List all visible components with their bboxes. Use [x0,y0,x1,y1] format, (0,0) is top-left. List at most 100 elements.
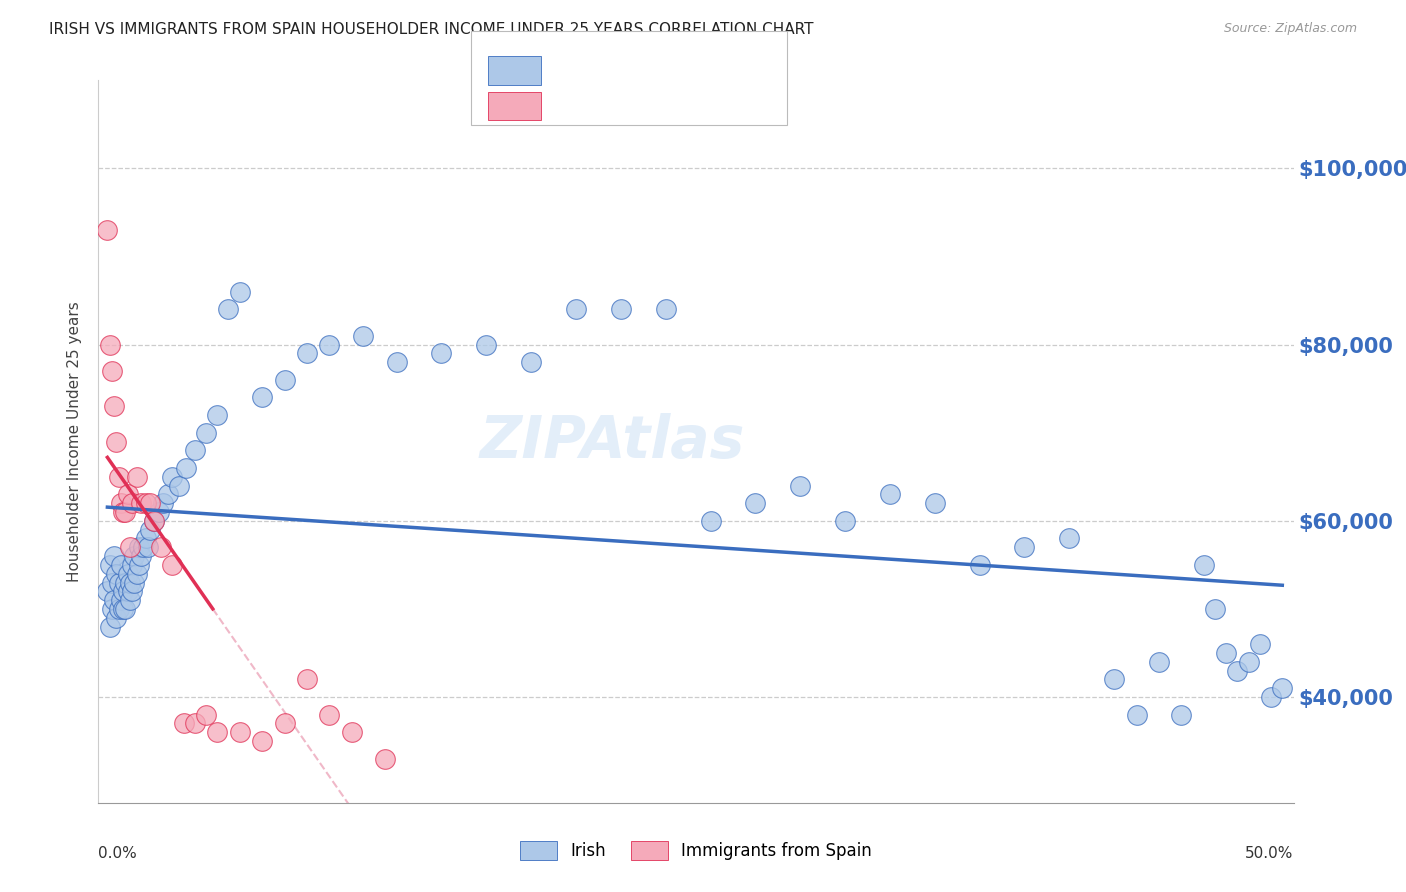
Y-axis label: Householder Income Under 25 years: Householder Income Under 25 years [67,301,83,582]
Point [228,285,250,299]
Text: Source: ZipAtlas.com: Source: ZipAtlas.com [1223,22,1357,36]
Point [96,584,118,599]
Point [969,558,991,572]
Point [744,496,766,510]
Point [162,470,184,484]
Point [318,707,340,722]
Point [136,541,159,555]
Point [565,302,588,317]
Text: IRISH VS IMMIGRANTS FROM SPAIN HOUSEHOLDER INCOME UNDER 25 YEARS CORRELATION CHA: IRISH VS IMMIGRANTS FROM SPAIN HOUSEHOLD… [49,22,814,37]
Point [110,593,132,607]
Point [1125,707,1147,722]
Text: N = 30: N = 30 [661,97,728,115]
Point [1249,637,1271,651]
Point [1204,602,1226,616]
Point [107,602,129,616]
Point [124,549,146,563]
Point [195,707,218,722]
Point [318,337,340,351]
Point [101,364,124,378]
Point [129,549,152,563]
Point [340,725,363,739]
Point [924,496,946,510]
Point [124,575,146,590]
Point [128,558,150,572]
Point [295,346,318,360]
Point [430,346,453,360]
Point [699,514,721,528]
Legend: Irish, Immigrants from Spain: Irish, Immigrants from Spain [513,835,879,867]
Point [1215,646,1237,660]
Point [114,575,136,590]
Point [143,514,166,528]
Point [174,461,197,475]
Point [167,478,190,492]
Point [118,593,141,607]
Point [118,541,141,555]
Point [162,558,184,572]
Point [117,584,139,599]
Point [129,496,152,510]
Point [112,584,135,599]
Point [1102,673,1125,687]
Point [117,487,139,501]
Point [250,734,273,748]
Point [105,434,128,449]
Point [789,478,811,492]
Point [112,602,135,616]
Point [879,487,901,501]
Point [1271,681,1294,696]
Point [217,302,239,317]
Point [156,487,179,501]
Point [1147,655,1170,669]
Point [121,558,143,572]
Point [98,337,121,351]
Point [273,373,295,387]
Text: 50.0%: 50.0% [1246,847,1294,861]
Text: N = 78: N = 78 [661,62,728,79]
Point [125,470,148,484]
Point [117,566,139,581]
Point [385,355,408,369]
Point [118,575,141,590]
Point [1237,655,1260,669]
Point [98,619,121,633]
Point [295,673,318,687]
Point [143,514,166,528]
Point [1192,558,1215,572]
Point [150,541,173,555]
Point [139,496,162,510]
Point [128,541,150,555]
Point [152,496,174,510]
Point [1014,541,1036,555]
Point [475,337,498,351]
Point [110,558,132,572]
Point [134,496,156,510]
Point [273,716,295,731]
Point [1170,707,1192,722]
Point [352,328,374,343]
Point [134,532,156,546]
Point [184,443,207,458]
Point [132,541,155,555]
Point [184,716,207,731]
Point [110,496,132,510]
Point [148,505,170,519]
Text: R = 0.409: R = 0.409 [553,62,651,79]
Point [98,558,121,572]
Point [1260,690,1282,704]
Point [101,575,124,590]
Point [139,523,162,537]
Point [103,399,125,413]
Point [610,302,633,317]
Point [101,602,124,616]
Point [1059,532,1081,546]
Point [520,355,543,369]
Point [228,725,250,739]
Point [121,584,143,599]
Point [103,593,125,607]
Point [121,496,143,510]
Point [195,425,218,440]
Point [207,408,229,422]
Text: ZIPAtlas: ZIPAtlas [479,413,745,470]
